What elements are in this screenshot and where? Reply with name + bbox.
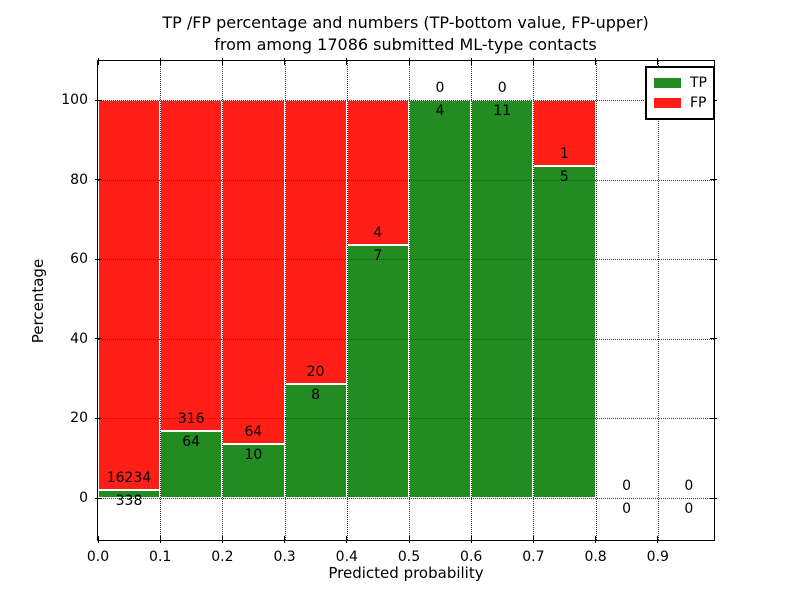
y-tick-right <box>710 338 717 340</box>
fp-count-label: 4 <box>373 224 383 241</box>
tp-count-label: 4 <box>435 103 445 119</box>
x-tick-bottom <box>284 536 286 543</box>
x-tick-top <box>159 58 161 65</box>
y-tick-right <box>710 179 717 181</box>
bar-segment-tp <box>471 100 534 498</box>
fp-count-label: 64 <box>244 424 263 441</box>
x-tick-label: 0.3 <box>273 549 296 565</box>
x-tick-bottom <box>97 536 99 543</box>
fp-count-label: 0 <box>435 80 445 96</box>
tp-count-label: 338 <box>115 492 143 509</box>
legend-label-tp: TP <box>690 74 707 91</box>
x-tick-top <box>97 58 99 65</box>
x-tick-label: 0.6 <box>460 549 483 565</box>
x-tick-label: 0.1 <box>149 549 172 565</box>
fp-count-label: 20 <box>306 364 325 381</box>
x-tick-bottom <box>657 536 659 543</box>
bar-segment-fp <box>284 100 347 385</box>
fp-color-swatch <box>654 98 681 108</box>
x-tick-top <box>470 58 472 65</box>
x-tick-top <box>532 58 535 65</box>
y-tick-label: 0 <box>79 490 88 506</box>
labels-layer: 0 20 40 60 80 100 0.0 0.1 0.2 0.3 0.4 0.5 0.6 0.7 0.8 0… <box>61 61 714 565</box>
x-tick-bottom <box>595 536 597 543</box>
y-tick-label: 20 <box>70 410 88 427</box>
legend: TP FP <box>645 66 715 120</box>
x-tick-top <box>346 58 348 65</box>
plot-area: Percentage Predicted probability 0 20 40 60… <box>29 58 717 582</box>
fp-count-label: 0 <box>684 478 694 494</box>
bar-segment-tp <box>222 444 285 498</box>
chart-title-line1: TP /FP percentage and numbers (TP-bottom… <box>162 13 649 32</box>
fp-count-label: 0 <box>622 478 632 494</box>
bar-segment-fp <box>160 100 223 431</box>
legend-label-fp: FP <box>690 94 707 111</box>
x-tick-top <box>657 58 659 65</box>
y-tick-right <box>710 258 717 260</box>
x-tick-label: 0.4 <box>335 549 358 565</box>
chart-title-line2: from among 17086 submitted ML-type conta… <box>214 35 597 54</box>
fp-count-label: 1 <box>559 146 569 163</box>
x-tick-label: 0.7 <box>522 549 545 565</box>
y-tick-label: 60 <box>70 251 88 268</box>
bar-segment-tp <box>346 244 409 498</box>
y-tick-left <box>95 258 102 260</box>
x-tick-bottom <box>346 536 348 543</box>
y-tick-label: 100 <box>61 92 88 108</box>
bar-segment-fp <box>533 100 596 167</box>
bars-layer <box>98 61 714 540</box>
y-tick-left <box>95 99 102 101</box>
tp-count-label: 0 <box>622 501 632 517</box>
tp-count-label: 11 <box>493 103 512 119</box>
tp-count-label: 8 <box>311 387 321 404</box>
x-tick-label: 0.0 <box>86 549 110 565</box>
y-tick-right <box>710 497 717 499</box>
x-tick-bottom <box>532 536 535 543</box>
legend-item-fp: FP <box>647 94 713 111</box>
x-tick-top <box>221 58 224 65</box>
y-tick-left <box>95 179 102 181</box>
y-tick-label: 40 <box>70 330 88 347</box>
y-tick-label: 80 <box>70 171 88 188</box>
y-tick-left <box>95 338 102 340</box>
x-tick-label: 0.5 <box>397 549 421 565</box>
tp-color-swatch <box>654 78 681 88</box>
y-tick-left <box>95 497 102 499</box>
y-tick-right <box>710 417 717 420</box>
y-tick-left <box>95 417 102 420</box>
tp-count-label: 0 <box>684 501 694 517</box>
x-tick-top <box>284 58 286 65</box>
tp-count-label: 10 <box>244 447 263 464</box>
x-tick-top <box>595 58 597 65</box>
x-tick-bottom <box>159 536 161 543</box>
bar-segment-tp <box>98 489 161 498</box>
tp-count-label: 5 <box>559 169 569 186</box>
x-tick-bottom <box>470 536 472 543</box>
fp-count-label: 0 <box>497 80 507 96</box>
ticks-layer <box>95 58 717 543</box>
x-axis-label: Predicted probability <box>328 564 484 582</box>
x-tick-label: 0.8 <box>584 549 607 565</box>
bar-segment-tp <box>284 384 347 498</box>
x-tick-bottom <box>221 536 224 543</box>
x-tick-top <box>408 58 410 65</box>
bar-segment-fp <box>98 100 161 490</box>
x-tick-bottom <box>408 536 410 543</box>
tp-count-label: 7 <box>373 247 383 264</box>
x-tick-label: 0.9 <box>646 549 669 565</box>
fp-count-label: 16234 <box>106 469 152 486</box>
bar-segment-fp <box>346 100 409 245</box>
x-tick-label: 0.2 <box>211 549 234 565</box>
legend-item-tp: TP <box>647 74 713 91</box>
tp-count-label: 64 <box>182 433 201 450</box>
